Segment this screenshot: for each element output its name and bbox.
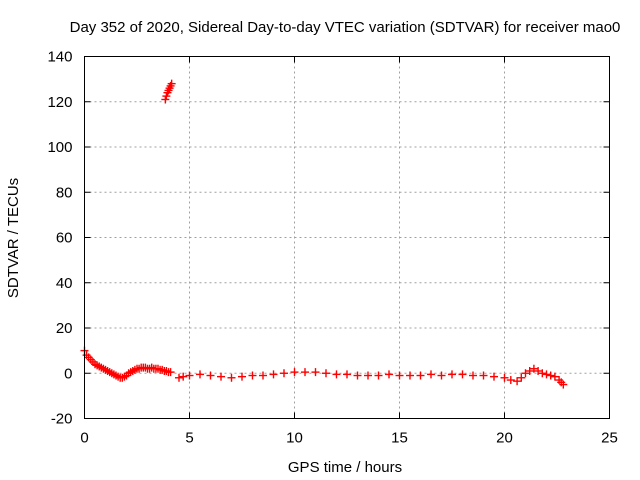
data-point	[416, 371, 425, 380]
data-point	[406, 371, 414, 380]
data-point	[280, 369, 288, 378]
data-point	[185, 371, 194, 380]
data-point	[479, 371, 488, 380]
data-points	[80, 79, 568, 389]
data-point	[469, 371, 477, 380]
data-point	[162, 92, 171, 101]
data-point	[290, 368, 299, 377]
data-point	[542, 370, 551, 379]
data-point	[546, 371, 555, 380]
x-tick-label: 0	[80, 430, 88, 447]
data-point	[513, 377, 522, 386]
data-point	[550, 372, 559, 381]
y-tick-label: 100	[47, 139, 72, 156]
data-point	[196, 370, 204, 379]
x-tick-label: 20	[496, 430, 513, 447]
data-point	[521, 369, 530, 378]
y-tick-label: 40	[56, 275, 73, 292]
data-point	[206, 371, 215, 380]
data-point	[437, 371, 446, 380]
data-point	[353, 371, 362, 380]
grid	[84, 56, 610, 419]
data-point	[559, 380, 568, 389]
data-point	[179, 372, 188, 381]
axis-ticks: 0 5 10 15 20 25 -20 0 20 40 60 80 100 120 140	[47, 49, 617, 447]
data-point	[538, 369, 547, 378]
data-point	[364, 371, 372, 380]
data-point	[343, 370, 351, 379]
x-tick-label: 5	[185, 430, 193, 447]
data-point	[322, 369, 330, 378]
x-tick-label: 25	[601, 430, 618, 447]
data-point	[529, 364, 538, 373]
data-point	[166, 368, 175, 377]
data-point	[301, 368, 309, 377]
y-tick-label: 120	[47, 94, 72, 111]
data-point	[269, 370, 278, 379]
data-point	[332, 370, 341, 379]
y-tick-label: 0	[64, 365, 72, 382]
data-point	[427, 370, 435, 379]
data-point	[395, 371, 404, 380]
data-point	[534, 366, 543, 375]
data-point	[311, 368, 320, 377]
data-point	[259, 371, 267, 380]
data-point	[517, 373, 526, 382]
data-point	[161, 95, 170, 104]
data-point	[458, 370, 467, 379]
y-axis-label: SDTVAR / TECUs	[5, 178, 22, 298]
data-point	[500, 373, 509, 382]
data-point	[448, 370, 456, 379]
data-point	[374, 371, 383, 380]
data-point	[238, 372, 246, 381]
data-point	[525, 366, 534, 375]
data-point	[490, 372, 498, 381]
data-point	[167, 79, 176, 88]
x-tick-label: 10	[286, 430, 303, 447]
data-point	[248, 371, 257, 380]
data-point	[175, 373, 183, 382]
y-tick-label: 140	[47, 49, 72, 66]
data-point	[217, 372, 225, 381]
x-tick-label: 15	[391, 430, 408, 447]
y-tick-label: 20	[56, 320, 73, 337]
y-tick-label: -20	[51, 411, 73, 428]
y-tick-label: 80	[56, 184, 73, 201]
data-point	[227, 373, 236, 382]
y-tick-label: 60	[56, 230, 73, 247]
data-point	[506, 376, 515, 385]
data-point	[385, 370, 393, 379]
x-axis-label: GPS time / hours	[288, 459, 402, 476]
chart-title: Day 352 of 2020, Sidereal Day-to-day VTE…	[70, 19, 621, 36]
